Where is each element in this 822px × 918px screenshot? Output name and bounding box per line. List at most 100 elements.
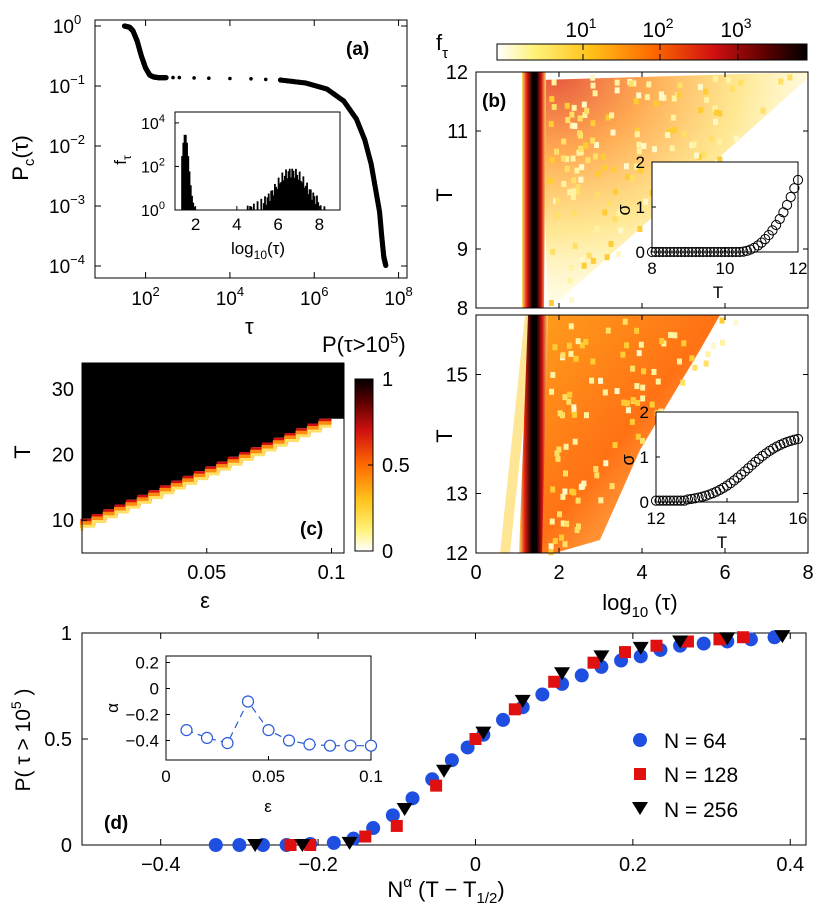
panel-b-bottom-inset-point — [693, 492, 704, 503]
panel-d-inset-point — [323, 739, 337, 752]
panel-b-top-inset-point — [683, 246, 694, 258]
panel-b-bottom-speckle-cell — [681, 340, 687, 347]
panel-b-bottom-speckle-cell — [711, 343, 717, 350]
panel-b-top-speckle-cell — [592, 153, 598, 160]
panel-b-bottom-speckle-cell — [703, 360, 709, 367]
panel-b-bottom-inset-point — [736, 469, 747, 480]
panel-d-point-n128 — [359, 830, 372, 843]
panel-a-ytick-label-exp: −2 — [70, 132, 85, 147]
panel-b-top-speckle-cell — [616, 251, 622, 258]
panel-b-colorbar-label-main: f — [436, 30, 443, 55]
panel-b-top-inset-point — [661, 246, 672, 258]
panel-a-xtick-label-exp: 2 — [153, 284, 160, 299]
panel-c-ytick-label: 10 — [52, 510, 74, 532]
panel-d-point-n64 — [444, 753, 459, 768]
panel-b-top-speckle-cell — [618, 227, 624, 234]
panel-b-top-inset-point — [712, 246, 723, 258]
panel-b-top-speckle-cell — [564, 165, 570, 172]
panel-a-ytick-label: 10−4 — [49, 252, 85, 278]
panel-a-inset-ytick-label-exp: 4 — [159, 113, 165, 125]
panel-a-inset-xlabel-main: log — [231, 239, 254, 258]
panel-c-title-main: P(τ>10 — [322, 332, 390, 357]
panel-b-bottom-xlabel-main: log — [602, 590, 631, 615]
panel-a-xtick-label-base: 10 — [216, 289, 237, 310]
panel-b-top-speckle-cell — [574, 188, 580, 195]
panel-b-bottom-speckle-cell — [625, 407, 631, 414]
panel-b-top-speckle-cell — [631, 80, 637, 87]
panel-b-bottom-inset-point-ytick-label: 1 — [640, 448, 649, 467]
panel-b-top-speckle-cell — [691, 141, 697, 148]
panel-b-bottom-speckle-cell — [640, 384, 646, 391]
panel-b-top-speckle-cell — [551, 79, 557, 86]
panel-b-bottom-speckle-cell — [705, 351, 711, 358]
panel-a-xtick-label: 106 — [300, 284, 328, 310]
panel-a-label: (a) — [346, 39, 369, 60]
panel-b-top-speckle-cell — [594, 142, 600, 149]
panel-a-inset-ytick-label-exp: 0 — [159, 200, 165, 212]
panel-b-top-inset-point — [698, 246, 709, 258]
panel-b-bottom-speckle-cell — [578, 483, 584, 490]
panel-a-ytick-label-base: 10 — [49, 137, 70, 158]
panel-c-title-rest: ) — [398, 332, 405, 357]
panel-a-inset-ytick-label: 100 — [141, 200, 165, 220]
panel-b-bottom-speckle-cell — [562, 488, 568, 495]
panel-b-top-ytick-label: 9 — [457, 239, 468, 261]
panel-b-top-speckle-cell — [676, 92, 682, 99]
panel-a-ytick-label-base: 10 — [49, 257, 70, 278]
panel-b-bottom-speckle-cell — [649, 401, 655, 408]
panel-b-bottom-speckle-cell — [635, 433, 641, 440]
panel-b-top-inset-point — [701, 246, 712, 258]
panel-b-top-speckle-cell — [713, 118, 719, 125]
panel-d-ytick-label: 1 — [61, 623, 72, 645]
panel-a-ytick-label-exp: −4 — [70, 252, 85, 267]
panel-b-top-inset-ylabel: σ — [614, 204, 634, 215]
panel-a-xtick-label-base: 10 — [384, 289, 405, 310]
panel-b-bottom-speckle-cell — [635, 399, 641, 406]
legend-marker-n256 — [632, 802, 648, 815]
panel-d-inset-point — [303, 738, 316, 751]
panel-b-top-inset-point — [719, 246, 731, 258]
panel-b-top-speckle-cell — [569, 297, 575, 304]
panel-a-inset-bar — [304, 185, 307, 210]
panel-b-top-inset-point — [705, 246, 716, 258]
panel-a-inset-ytick-label: 104 — [141, 113, 165, 133]
panel-b-top-speckle-cell — [778, 78, 784, 85]
panel-b-top-speckle-cell — [549, 96, 555, 103]
panel-a-inset-bar — [188, 171, 191, 210]
panel-d-inset-ytick-label: 0 — [150, 680, 159, 699]
panel-b-bottom-speckle-cell — [557, 511, 563, 518]
panel-b-bottom-inset-point — [661, 495, 672, 506]
panel-b-colorbar-tick-label-base: 10 — [720, 19, 743, 42]
panel-d-xlabel-sup: α — [403, 874, 412, 891]
panel-d-inset-xlabel: ε — [264, 797, 272, 816]
panel-b-top-inset-point — [774, 213, 785, 225]
panel-b-bottom-speckle-cell — [563, 443, 569, 450]
panel-b-top-speckle-cell — [612, 216, 618, 223]
panel-b-top-inset-point — [730, 246, 742, 258]
panel-a-inset-bar — [191, 195, 193, 210]
panel-a-ytick-label: 10−2 — [49, 132, 85, 158]
panel-a-xtick-label-exp: 4 — [237, 284, 244, 299]
panel-b-top-speckle-cell — [712, 75, 718, 82]
panel-d-inset-ylabel: α — [103, 703, 122, 713]
panel-b-bottom-ylabel: T — [432, 429, 457, 442]
panel-b-bottom-speckle-cell — [568, 350, 574, 357]
panel-a-inset-bar — [313, 196, 316, 210]
panel-d-point-n64 — [535, 687, 550, 702]
panel-b-bottom-inset-point — [721, 480, 733, 491]
panel-b-bottom-speckle-cell — [651, 368, 657, 375]
legend-label-n128: N = 128 — [664, 764, 738, 787]
panel-b-bottom-speckle-cell — [572, 411, 578, 418]
panel-a-ytick-label-base: 10 — [49, 197, 70, 218]
panel-b-bottom-inset-point — [739, 466, 750, 477]
panel-a-inset-bar — [252, 203, 255, 210]
panel-d-inset-point — [180, 723, 193, 737]
panel-d-xtick-label: −0.4 — [141, 854, 180, 876]
panel-b-colorbar-label-sub: τ — [442, 45, 448, 62]
panel-b-top-speckle-cell — [548, 178, 554, 185]
panel-b-top-speckle-cell — [712, 105, 718, 112]
panel-a-xtick-label: 104 — [216, 284, 244, 310]
panel-b-bottom-inset-point-ytick-label: 2 — [640, 403, 649, 422]
